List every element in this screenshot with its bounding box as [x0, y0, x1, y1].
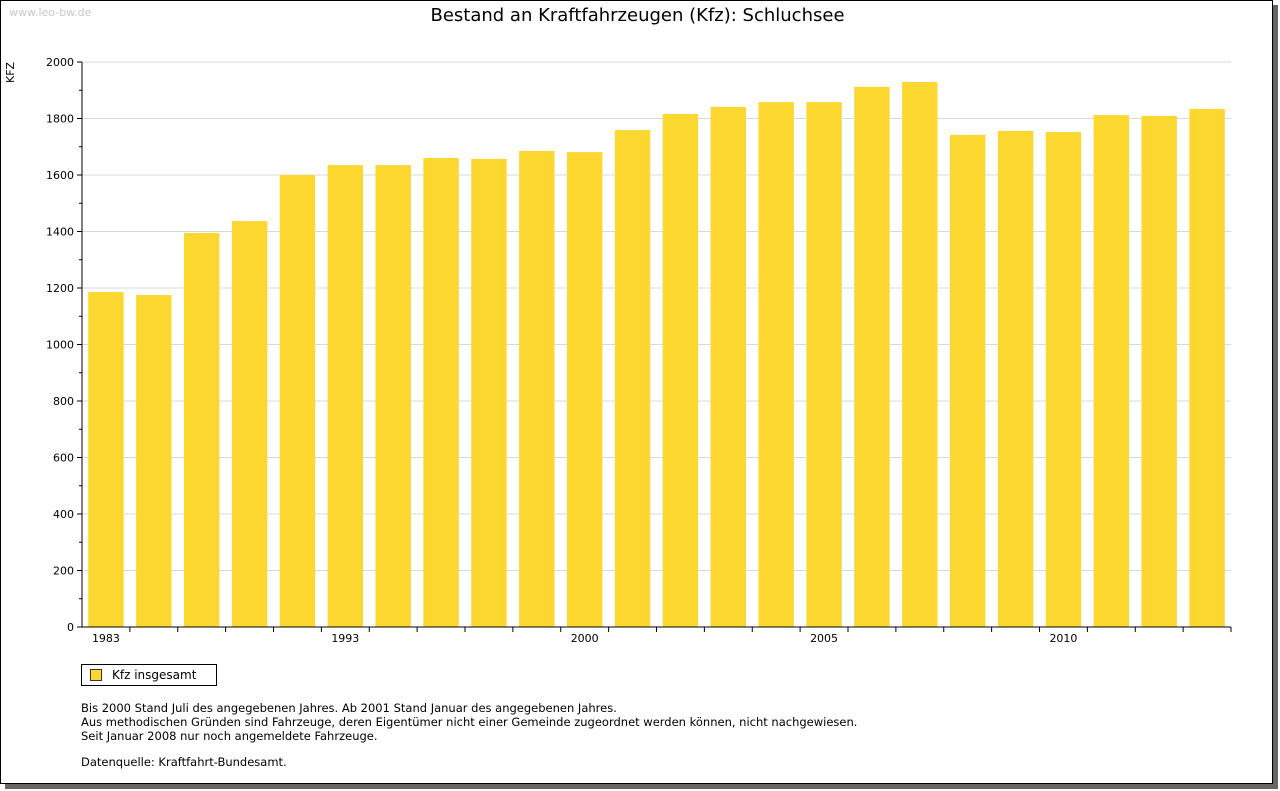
- bar: [327, 165, 364, 628]
- bar: [949, 134, 986, 627]
- x-tick-label: 2010: [1049, 632, 1077, 645]
- bar: [88, 291, 124, 627]
- legend: Kfz insgesamt: [81, 664, 217, 686]
- y-tick-label: 0: [67, 621, 74, 634]
- data-source: Datenquelle: Kraftfahrt-Bundesamt.: [81, 755, 287, 769]
- bar: [566, 152, 603, 627]
- y-tick-label: 1800: [46, 113, 74, 126]
- bar: [662, 113, 699, 628]
- x-tick-label: 2005: [810, 632, 838, 645]
- bar: [136, 295, 172, 627]
- bar: [758, 102, 794, 628]
- x-tick-label: 2000: [571, 632, 599, 645]
- legend-swatch: [90, 669, 102, 681]
- y-tick-label: 200: [53, 565, 74, 578]
- y-tick-label: 1400: [46, 226, 74, 239]
- bar: [471, 158, 507, 627]
- legend-label: Kfz insgesamt: [112, 668, 197, 682]
- bar: [614, 130, 651, 627]
- footnotes: Bis 2000 Stand Juli des angegebenen Jahr…: [81, 701, 857, 769]
- bar: [423, 158, 459, 628]
- bar: [279, 175, 316, 627]
- y-tick-label: 1200: [46, 282, 74, 295]
- note: Aus methodischen Gründen sind Fahrzeuge,…: [81, 715, 858, 729]
- bar: [231, 221, 268, 628]
- y-tick-label: 1600: [46, 169, 74, 182]
- y-tick-label: 2000: [46, 56, 74, 69]
- bar: [806, 102, 842, 628]
- bar-chart: 0 200 400 600 800 1000 1200 1400 1600 1800 2000 198…: [46, 56, 1232, 645]
- bar: [710, 106, 747, 628]
- bar: [1045, 132, 1082, 627]
- note: Bis 2000 Stand Juli des angegebenen Jahr…: [81, 701, 617, 715]
- bar: [997, 130, 1034, 627]
- bar: [854, 86, 890, 628]
- watermark: www.leo-bw.de: [9, 6, 92, 19]
- bar: [375, 165, 411, 628]
- bar: [1141, 115, 1177, 628]
- y-tick-label: 400: [53, 508, 74, 521]
- bar: [519, 150, 555, 628]
- chart-title: Bestand an Kraftfahrzeugen (Kfz): Schluc…: [430, 5, 845, 26]
- y-tick-label: 1000: [46, 339, 74, 352]
- y-tick-label: 600: [53, 452, 74, 465]
- bar: [902, 82, 938, 628]
- bar: [183, 232, 220, 627]
- x-tick-label: 1983: [92, 632, 120, 645]
- note: Seit Januar 2008 nur noch angemeldete Fa…: [81, 729, 378, 743]
- bar: [1093, 115, 1130, 628]
- bar: [1189, 108, 1225, 627]
- y-tick-label: 800: [53, 395, 74, 408]
- x-tick-label: 1993: [331, 632, 359, 645]
